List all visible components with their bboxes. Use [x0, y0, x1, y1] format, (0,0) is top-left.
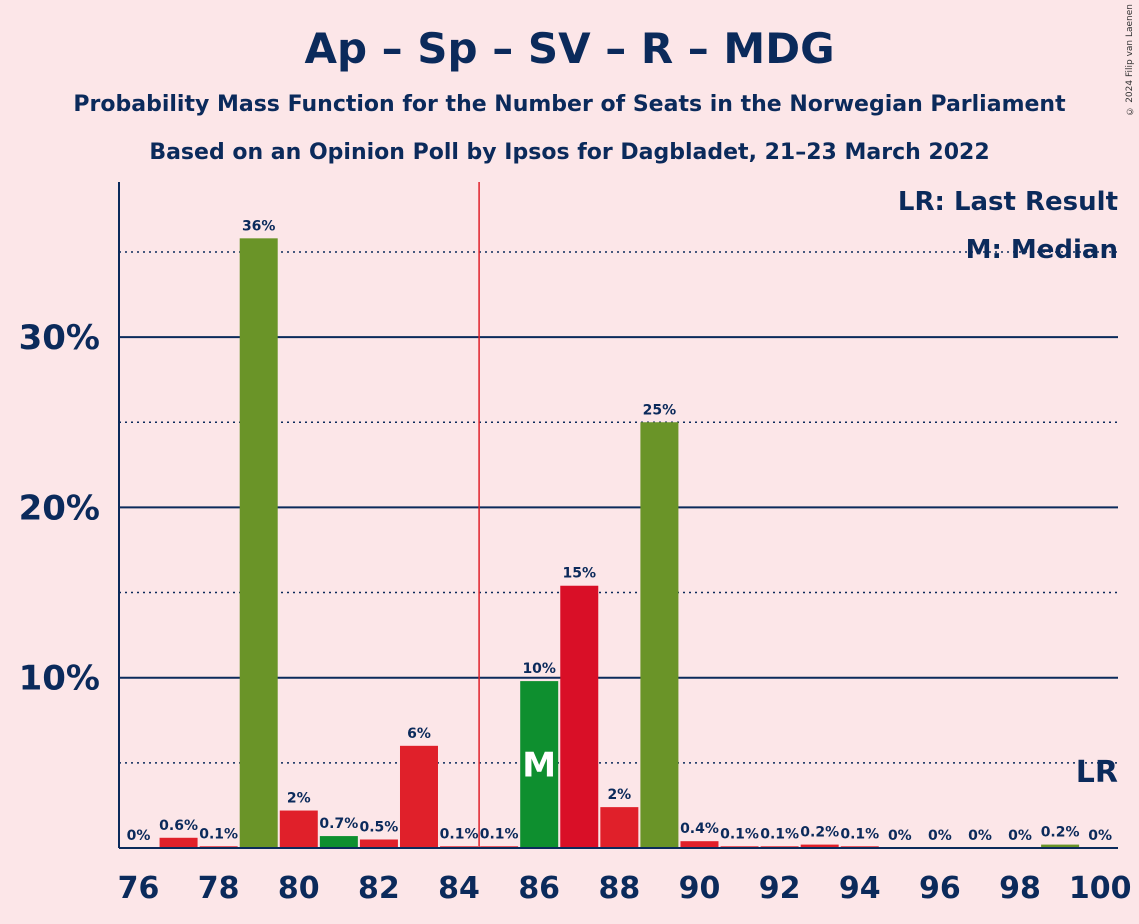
- x-tick-label: 100: [1069, 871, 1132, 906]
- bar-value-label: 0%: [928, 828, 952, 844]
- bar-value-label: 0.1%: [480, 826, 519, 842]
- bar-value-label: 0%: [127, 828, 151, 844]
- x-tick-label: 88: [598, 871, 640, 906]
- bar: [520, 681, 559, 848]
- bar-value-label: 25%: [643, 402, 677, 418]
- y-tick-label: 30%: [19, 318, 100, 358]
- bar-value-label: 0%: [968, 828, 992, 844]
- chart-subtitle-2: Based on an Opinion Poll by Ipsos for Da…: [149, 140, 990, 165]
- bar: [279, 810, 318, 848]
- bar: [800, 844, 839, 848]
- bar-value-label: 0.7%: [319, 816, 358, 832]
- bar-value-label: 36%: [242, 218, 276, 234]
- legend-median: M: Median: [966, 235, 1118, 265]
- bar-value-label: 0%: [1008, 828, 1032, 844]
- bar-value-label: 6%: [407, 726, 431, 742]
- bar-value-label: 0.4%: [680, 821, 719, 837]
- x-tick-label: 80: [278, 871, 320, 906]
- x-tick-label: 78: [198, 871, 240, 906]
- bar-value-label: 0.5%: [360, 819, 399, 835]
- legend-last-result: LR: Last Result: [898, 187, 1118, 217]
- bar-value-label: 0.1%: [840, 826, 879, 842]
- y-tick-label: 20%: [19, 488, 100, 528]
- bar-value-label: 0%: [1088, 828, 1112, 844]
- bar-value-label: 0.1%: [199, 826, 238, 842]
- bar-value-label: 15%: [563, 566, 597, 582]
- bar: [359, 839, 398, 848]
- bar-value-label: 2%: [287, 791, 311, 807]
- bar-value-label: 0.1%: [720, 826, 759, 842]
- x-tick-label: 96: [919, 871, 961, 906]
- bar: [680, 841, 719, 848]
- x-tick-label: 90: [679, 871, 721, 906]
- bar: [1041, 844, 1080, 848]
- bar-value-label: 0.1%: [440, 826, 479, 842]
- bar: [239, 238, 278, 849]
- bar-value-label: 10%: [522, 661, 556, 677]
- bar: [640, 422, 679, 848]
- bar-value-label: 0.2%: [1041, 825, 1080, 841]
- bar: [319, 836, 358, 848]
- bar: [600, 807, 639, 848]
- axes: 10% 20% 30% 76 78 80 82 84 86 88 90 92 94 96 98 100: [19, 182, 1132, 906]
- x-tick-label: 76: [118, 871, 160, 906]
- x-tick-label: 84: [438, 871, 480, 906]
- bar: [560, 585, 599, 848]
- gridlines: [119, 182, 1118, 848]
- chart-subtitle-1: Probability Mass Function for the Number…: [73, 92, 1066, 117]
- median-marker: M: [522, 746, 556, 786]
- x-tick-label: 92: [759, 871, 801, 906]
- x-tick-label: 82: [358, 871, 400, 906]
- bar-value-label: 0.2%: [800, 825, 839, 841]
- bar-labels: 0%0.6%0.1%36%2%0.7% 0.5%6%0.1% 0.1%10%15%2…: [127, 218, 1118, 844]
- y-tick-label: 10%: [19, 659, 100, 699]
- bar-value-label: 0%: [888, 828, 912, 844]
- x-tick-label: 86: [518, 871, 560, 906]
- bar: [399, 745, 438, 848]
- bar: [159, 837, 198, 848]
- x-tick-label: 98: [999, 871, 1041, 906]
- bar-value-label: 2%: [607, 787, 631, 803]
- last-result-marker: LR: [1076, 755, 1118, 790]
- bar-value-label: 0.1%: [760, 826, 799, 842]
- bars: [159, 238, 1080, 849]
- x-tick-label: 94: [839, 871, 881, 906]
- chart-title: Ap – Sp – SV – R – MDG: [304, 24, 835, 73]
- bar-value-label: 0.6%: [159, 818, 198, 834]
